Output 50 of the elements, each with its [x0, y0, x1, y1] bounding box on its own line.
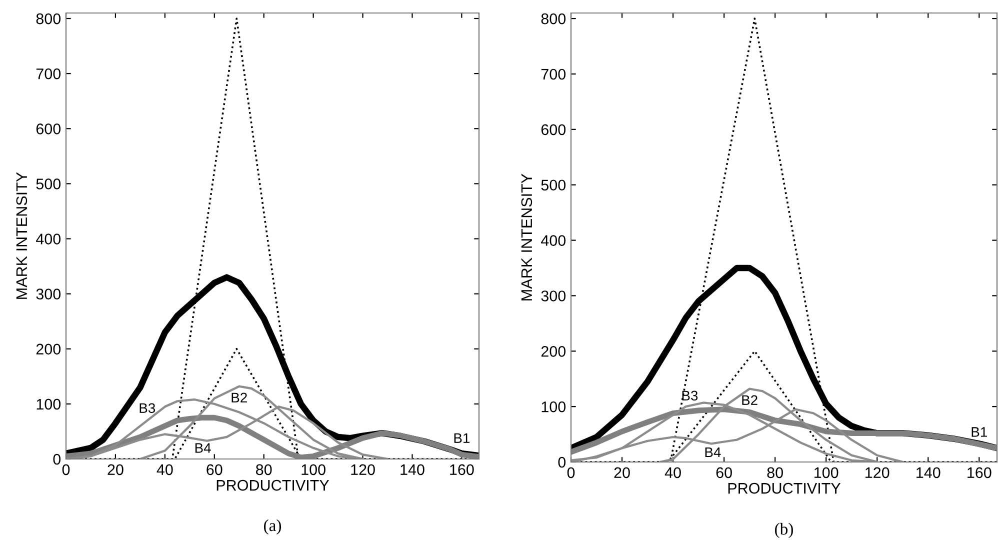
y-tick-label: 500 [36, 178, 61, 190]
series-label: B1 [972, 427, 987, 437]
x-axis-title: PRODUCTIVITY [216, 480, 330, 491]
series-label: B4 [195, 443, 211, 453]
y-tick-label: 700 [541, 68, 566, 80]
series-label: B3 [140, 403, 156, 414]
y-axis-title: MARK INTENSITY [521, 174, 532, 300]
y-tick-label: 700 [36, 68, 61, 80]
y-tick-label: 500 [541, 180, 566, 191]
text: (b) [775, 522, 793, 538]
x-tick-label: 100 [302, 464, 326, 476]
x-tick-label: 60 [716, 467, 732, 478]
y-tick-label: 300 [541, 290, 566, 302]
x-tick-label: 140 [916, 467, 940, 478]
x-tick-label: 160 [968, 467, 992, 478]
series-label: B4 [705, 447, 721, 458]
y-tick-label: 600 [541, 124, 566, 136]
x-tick-label: 120 [866, 467, 890, 478]
x-tick-label: 80 [256, 464, 272, 476]
series-label: B2 [742, 395, 758, 405]
x-tick-label: 40 [664, 467, 681, 478]
y-tick-label: 400 [36, 234, 61, 244]
y-tick-label: 300 [36, 288, 61, 300]
y-tick-label: 800 [541, 13, 566, 24]
x-tick-label: 120 [351, 464, 375, 476]
x-axis-title: PRODUCTIVITY [728, 482, 841, 494]
y-axis-title: MARK INTENSITY [16, 172, 28, 299]
x-tick-label: 20 [614, 467, 630, 478]
series-label: B2 [232, 392, 247, 402]
y-tick-label: 800 [36, 13, 61, 24]
y-tick-label: 0 [53, 454, 61, 465]
x-tick-label: 0 [567, 467, 575, 478]
x-tick-label: 100 [814, 467, 838, 478]
x-tick-label: 140 [400, 464, 424, 476]
y-tick-label: 600 [36, 123, 61, 134]
y-tick-label: 100 [542, 401, 566, 412]
x-tick-label: 60 [206, 464, 222, 476]
y-tick-label: 0 [558, 456, 566, 468]
y-tick-label: 200 [541, 346, 566, 357]
x-tick-label: 40 [156, 464, 173, 476]
y-tick-label: 200 [36, 344, 61, 355]
series-label: B3 [682, 390, 698, 401]
x-tick-label: 80 [767, 467, 783, 478]
text: (a) [264, 519, 282, 534]
series-label: B1 [454, 433, 470, 443]
x-tick-label: 0 [62, 464, 70, 476]
y-tick-label: 400 [541, 235, 566, 246]
x-tick-label: 160 [450, 464, 474, 476]
y-tick-label: 100 [36, 398, 61, 410]
x-tick-label: 20 [108, 464, 124, 476]
